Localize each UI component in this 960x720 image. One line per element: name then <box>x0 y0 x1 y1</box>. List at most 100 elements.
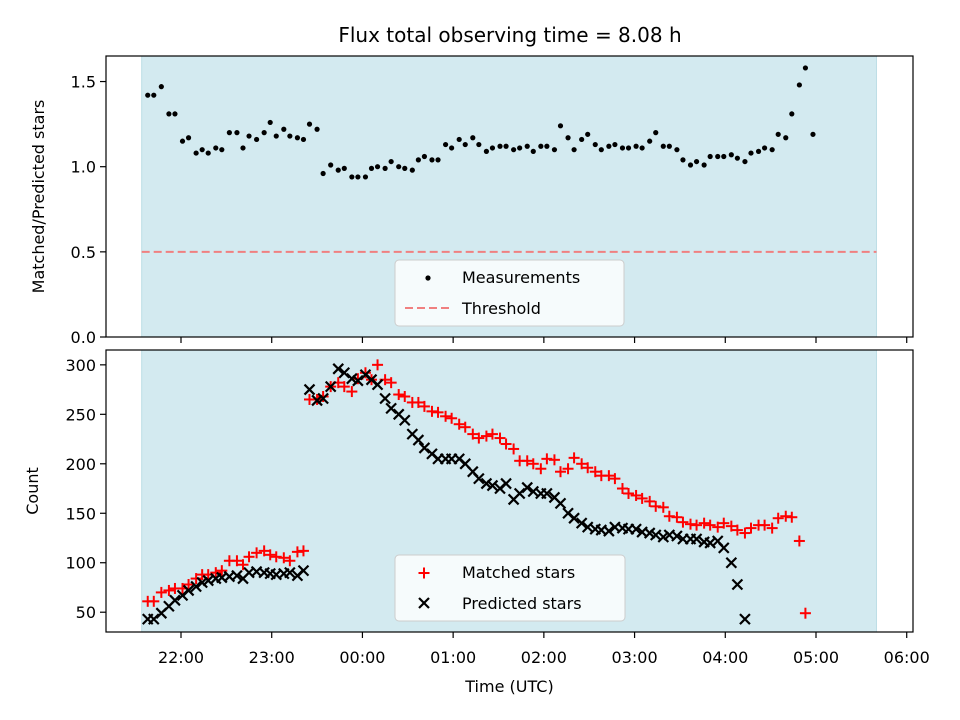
x-stroke-b <box>568 512 580 524</box>
matched-star-point <box>568 452 580 464</box>
x-stroke-b <box>169 594 181 607</box>
measurement-point <box>234 130 240 136</box>
measurement-point <box>612 141 618 148</box>
x-stroke-b <box>704 537 716 549</box>
measurement-point <box>565 135 571 141</box>
matched-star-point <box>616 483 628 495</box>
x-stroke-b <box>500 477 512 490</box>
measurement-point <box>273 133 279 139</box>
x-stroke-b <box>521 481 534 494</box>
x-stroke-b <box>554 497 567 510</box>
y-tick-label: 1.5 <box>71 73 96 92</box>
matched-star-point <box>745 522 757 534</box>
legend-box <box>394 554 626 622</box>
matched-star-point <box>603 470 615 482</box>
x-tick-label: 22:00 <box>158 648 204 667</box>
x-stroke-b <box>698 536 710 548</box>
legend: Measurements Threshold <box>394 259 625 327</box>
matched-star-point <box>609 473 621 485</box>
legend-marker-x <box>418 597 430 609</box>
measurement-point <box>755 148 762 154</box>
predicted-star-point <box>717 542 730 554</box>
measurement-point <box>693 158 700 165</box>
measurement-point <box>294 135 301 141</box>
measurement-point <box>796 82 802 88</box>
measurement-point <box>205 150 211 156</box>
predicted-star-point <box>148 613 160 625</box>
matched-star-point <box>500 438 512 450</box>
measurement-point <box>476 141 482 148</box>
measurement-point <box>470 135 476 141</box>
matched-star-point <box>772 512 784 524</box>
measurement-point <box>281 126 287 132</box>
x-stroke-b <box>352 374 364 387</box>
predicted-star-point <box>385 402 397 415</box>
predicted-star-point <box>731 578 744 591</box>
matched-star-point <box>284 555 296 567</box>
matched-star-point <box>576 458 588 470</box>
measurement-point <box>585 131 591 137</box>
x-stroke-b <box>671 530 683 542</box>
measurement-point <box>625 145 632 151</box>
measurement-point <box>158 84 164 90</box>
x-stroke-b <box>231 569 243 582</box>
measurement-point <box>503 143 509 149</box>
measurement-point <box>775 131 781 137</box>
x-stroke-b <box>589 523 602 535</box>
matched-star-point <box>446 412 458 424</box>
x-stroke-b <box>643 527 656 539</box>
measurement-point <box>456 136 462 143</box>
measurement-point <box>314 126 320 132</box>
count-panel: 50 100 150 200 250 300 22:00 23:00 00:00 01:00 02… <box>23 349 930 696</box>
matched-star-point <box>623 487 635 499</box>
measurement-point <box>396 164 402 170</box>
measurement-point <box>633 143 639 149</box>
x-stroke-b <box>453 453 465 465</box>
matched-star-point <box>297 545 309 557</box>
matched-star-point <box>486 428 498 440</box>
matched-star-point <box>521 455 533 467</box>
measurement-point <box>185 135 192 141</box>
x-tick-label: 00:00 <box>339 648 385 667</box>
y-axis-label: Matched/Predicted stars <box>29 100 48 294</box>
measurement-point <box>653 130 659 136</box>
y-tick-label: 250 <box>65 405 96 424</box>
predicted-star-point <box>690 533 703 545</box>
matched-star-point <box>163 584 175 596</box>
matched-star-point <box>677 516 689 528</box>
y-tick-label: 150 <box>65 504 96 523</box>
x-stroke-b <box>324 380 337 393</box>
y-tick-label: 1.0 <box>71 158 96 177</box>
matched-star-point <box>473 432 485 444</box>
predicted-star-point <box>500 477 512 490</box>
x-stroke-b <box>258 566 270 579</box>
axes-frame <box>105 55 914 338</box>
predicted-star-point <box>521 481 534 494</box>
matched-star-point <box>190 573 202 585</box>
x-axis-ticks: 22:00 23:00 00:00 01:00 02:00 03:00 04:00 05:00… <box>158 632 930 667</box>
measurement-point <box>415 157 421 163</box>
predicted-star-point <box>332 363 345 375</box>
matched-star-point <box>766 522 778 534</box>
x-tick-label: 04:00 <box>702 648 748 667</box>
predicted-star-point <box>317 392 329 405</box>
predicted-star-point <box>297 564 310 577</box>
predicted-star-point <box>398 414 411 427</box>
measurement-point <box>246 133 252 139</box>
y-tick-label: 200 <box>65 455 96 474</box>
x-stroke-b <box>338 366 351 379</box>
measurement-point <box>680 157 686 163</box>
measurement-point <box>748 150 754 156</box>
measurement-point <box>240 145 246 151</box>
matched-star-point <box>527 458 539 470</box>
measurement-point <box>462 141 468 148</box>
y-axis-ticks: 50 100 150 200 250 300 <box>65 356 106 622</box>
predicted-star-point <box>513 487 526 500</box>
matched-star-point <box>739 527 751 539</box>
predicted-star-point <box>371 378 384 391</box>
y-tick-label: 100 <box>65 554 96 573</box>
measurement-point <box>489 145 496 151</box>
x-stroke-b <box>717 542 730 554</box>
measurement-point <box>193 150 199 156</box>
measurement-point <box>639 145 645 151</box>
